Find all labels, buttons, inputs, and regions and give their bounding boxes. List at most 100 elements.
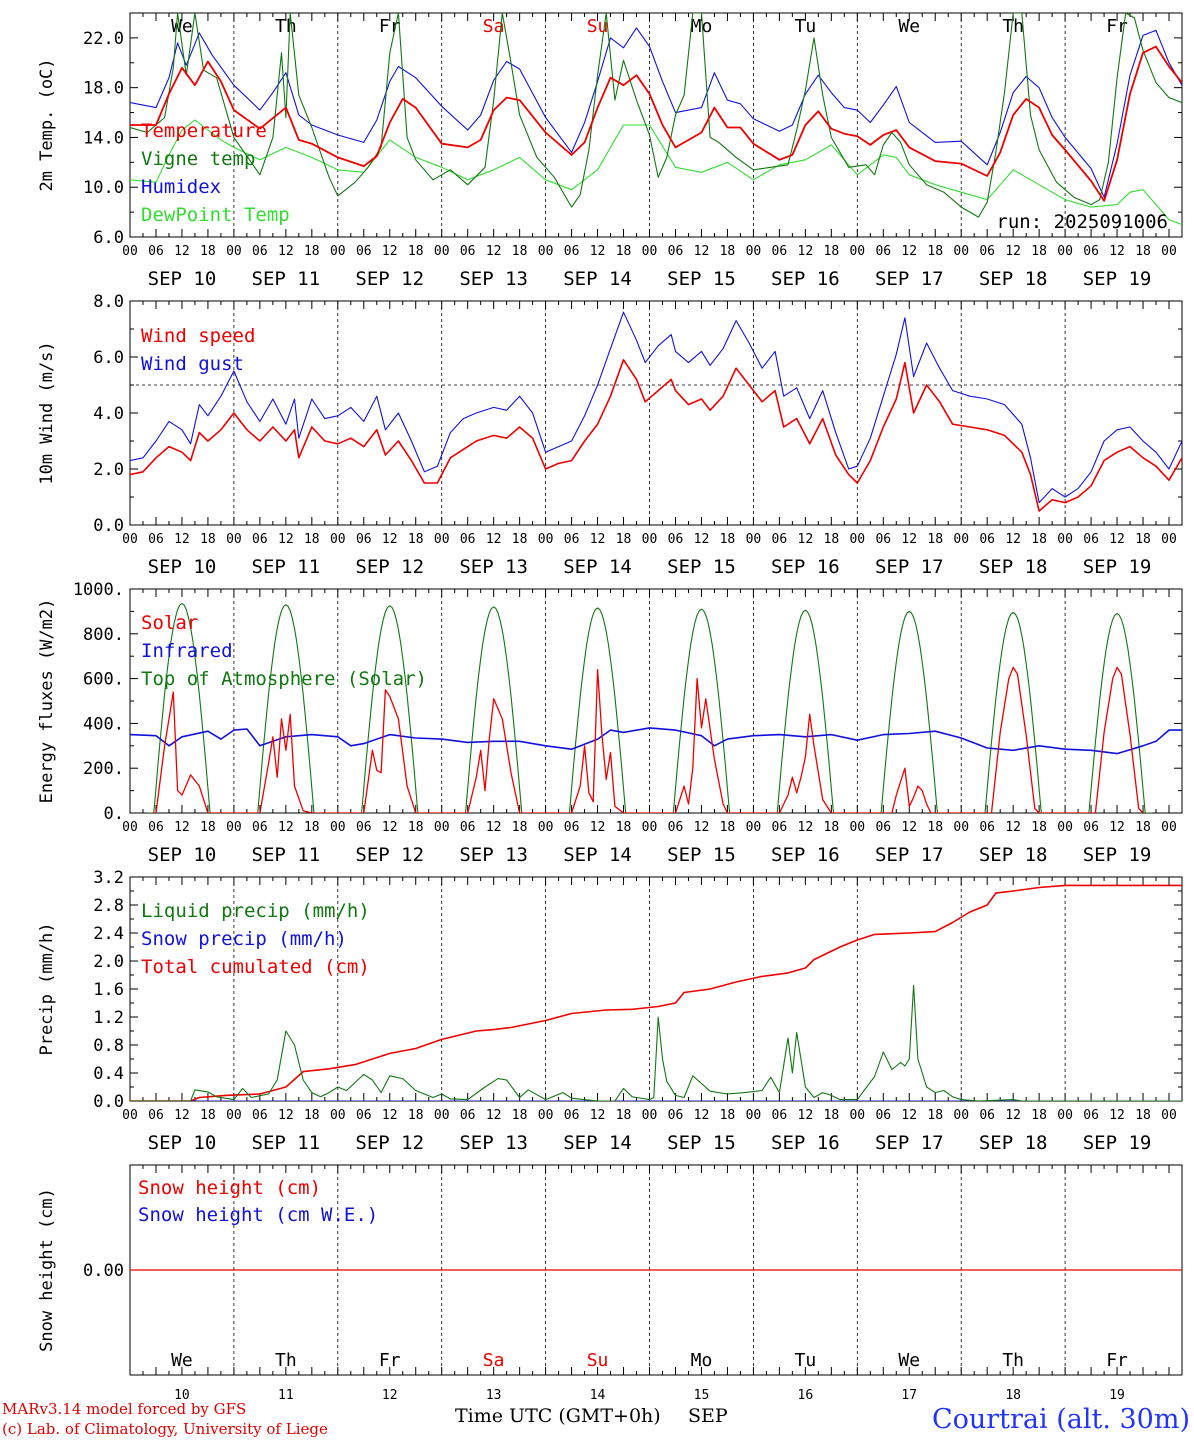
hour-tick-label: 12 — [1005, 1108, 1021, 1123]
hour-tick-label: 12 — [590, 532, 606, 547]
hour-tick-label: 00 — [1161, 532, 1177, 547]
date-label: SEP 16 — [771, 844, 840, 866]
hour-tick-label: 12 — [382, 244, 398, 259]
hour-tick-label: 18 — [408, 532, 424, 547]
day-number-label: 11 — [278, 1388, 294, 1403]
hour-tick-label: 18 — [1031, 1108, 1047, 1123]
day-of-week-label: Sa — [483, 1350, 505, 1371]
hour-tick-label: 00 — [226, 244, 242, 259]
legend-entry: Liquid precip (mm/h) — [141, 900, 370, 922]
series-group — [130, 13, 1182, 226]
hour-tick-label: 00 — [122, 244, 138, 259]
hour-tick-label: 12 — [901, 244, 917, 259]
hour-tick-label: 00 — [642, 532, 658, 547]
hour-tick-label: 12 — [486, 532, 502, 547]
hour-tick-label: 00 — [953, 1108, 969, 1123]
y-tick-label: 1000. — [73, 580, 124, 600]
date-label: SEP 11 — [252, 1132, 321, 1154]
hour-tick-label: 06 — [564, 820, 580, 835]
date-label: SEP 18 — [979, 556, 1048, 578]
hour-tick-label: 12 — [694, 1108, 710, 1123]
date-label: SEP 12 — [355, 556, 424, 578]
hour-tick-label: 00 — [746, 244, 762, 259]
y-tick-label: 1.2 — [93, 1008, 124, 1028]
hour-tick-label: 06 — [356, 244, 372, 259]
hour-tick-label: 18 — [1135, 244, 1151, 259]
plot-frame — [129, 588, 1183, 814]
hour-tick-label: 18 — [1135, 1108, 1151, 1123]
y-tick-label: 600. — [83, 670, 124, 690]
day-of-week-label: Mo — [691, 16, 713, 37]
day-of-week-label: Su — [587, 16, 609, 37]
hour-tick-label: 12 — [590, 244, 606, 259]
y-tick-label: 8.0 — [93, 292, 124, 312]
hour-tick-label: 06 — [148, 1108, 164, 1123]
hour-tick-label: 12 — [694, 820, 710, 835]
hour-tick-label: 12 — [694, 532, 710, 547]
lab-credit: (c) Lab. of Climatology, University of L… — [2, 1420, 328, 1438]
hour-tick-label: 18 — [1031, 820, 1047, 835]
y-tick-label: 800. — [83, 625, 124, 645]
hour-tick-label: 18 — [720, 1108, 736, 1123]
hour-tick-label: 18 — [720, 532, 736, 547]
y-tick-label: 1.6 — [93, 980, 124, 1000]
date-label: SEP 15 — [667, 268, 736, 290]
y-tick-label: 0.00 — [83, 1261, 124, 1281]
hour-tick-label: 06 — [979, 1108, 995, 1123]
legend-entry: Snow height (cm) — [138, 1177, 321, 1199]
hour-tick-label: 00 — [122, 1108, 138, 1123]
hour-tick-label: 00 — [122, 532, 138, 547]
hour-tick-label: 06 — [772, 244, 788, 259]
y-tick-label: 2.0 — [93, 460, 124, 480]
hour-tick-label: 18 — [304, 532, 320, 547]
hour-tick-label: 00 — [1057, 1108, 1073, 1123]
date-label: SEP 15 — [667, 844, 736, 866]
day-of-week-label: Fr — [1106, 1350, 1128, 1371]
y-tick-label: 3.2 — [93, 868, 124, 888]
series-line-temperature — [130, 45, 1182, 202]
legend-entry: Top of Atmosphere (Solar) — [141, 668, 427, 690]
hour-tick-label: 18 — [408, 820, 424, 835]
hour-tick-label: 00 — [849, 244, 865, 259]
hour-tick-label: 12 — [901, 820, 917, 835]
location-label: Courtrai (alt. 30m) — [932, 1404, 1190, 1435]
hour-tick-label: 18 — [512, 532, 528, 547]
hour-tick-label: 18 — [824, 244, 840, 259]
date-label: SEP 11 — [252, 268, 321, 290]
date-label: SEP 17 — [875, 268, 944, 290]
series-line-dewpoint-temp — [130, 119, 1182, 226]
hour-tick-label: 12 — [278, 532, 294, 547]
hour-tick-label: 06 — [875, 244, 891, 259]
panel-2: 0.0 2.0 4.0 6.0 8.0 10m Wind (m/s) 00 06 12 18 00 0… — [37, 292, 1183, 578]
hour-tick-label: 06 — [356, 532, 372, 547]
hour-tick-label: 18 — [200, 532, 216, 547]
hour-tick-label: 00 — [642, 244, 658, 259]
hour-tick-label: 18 — [616, 1108, 632, 1123]
date-label: SEP 19 — [1083, 556, 1152, 578]
panel-3: 0. 200. 400. 600. 800. 1000. Energy fluxes (W/… — [37, 580, 1183, 866]
day-number-label: 10 — [174, 1388, 190, 1403]
hour-tick-label: 00 — [953, 244, 969, 259]
hour-tick-label: 06 — [875, 532, 891, 547]
day-number-label: 12 — [382, 1388, 398, 1403]
hour-tick-label: 00 — [953, 532, 969, 547]
hour-tick-label: 12 — [382, 1108, 398, 1123]
panel-1: 6.0 10.0 14.0 18.0 22.0 2m Temp. (oC) 00 06 12 18… — [37, 12, 1183, 290]
date-label: SEP 18 — [979, 1132, 1048, 1154]
hour-tick-label: 06 — [772, 1108, 788, 1123]
hour-tick-label: 12 — [486, 820, 502, 835]
legend-entry: Total cumulated (cm) — [141, 956, 370, 978]
series-group — [130, 884, 1182, 1101]
hour-tick-label: 00 — [538, 532, 554, 547]
y-axis-title: 10m Wind (m/s) — [37, 341, 57, 484]
hour-tick-label: 18 — [512, 1108, 528, 1123]
hour-tick-label: 18 — [1031, 244, 1047, 259]
hour-tick-label: 12 — [1109, 820, 1125, 835]
hour-tick-label: 12 — [590, 1108, 606, 1123]
date-label: SEP 16 — [771, 268, 840, 290]
date-label: SEP 16 — [771, 1132, 840, 1154]
day-of-week-label: We — [171, 16, 193, 37]
hour-tick-label: 18 — [1135, 820, 1151, 835]
hour-tick-label: 06 — [148, 820, 164, 835]
day-number-label: 17 — [901, 1388, 917, 1403]
